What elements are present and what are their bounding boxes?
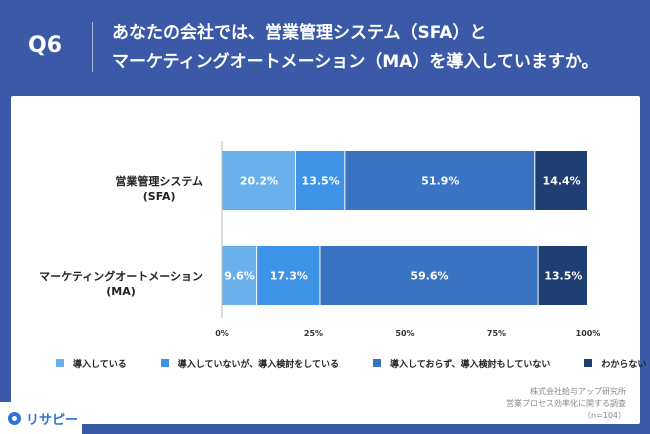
question-text: あなたの会社では、営業管理システム（SFA）と マーケティングオートメーション（…	[112, 19, 632, 77]
bar-segment-0-1	[295, 151, 345, 210]
stacked-bar-chart: 20.2% 13.5% 51.9% 14.4% 9.6% 17.3% 59.6% 13.5%	[221, 141, 587, 318]
bar-segment-1-3	[538, 246, 587, 305]
category-label-ma: マーケティングオートメーション (MA)	[39, 269, 203, 299]
x-tick-label: 0%	[215, 329, 229, 338]
logo-mark-icon	[8, 411, 21, 425]
logo-text: リサピー	[26, 412, 79, 428]
bar-segment-1-2	[320, 246, 538, 305]
legend-item-3: わからない	[584, 357, 646, 370]
source-line-2: 営業プロセス効率化に関する調査	[506, 399, 626, 408]
data-label-0-3: 14.4%	[543, 175, 581, 188]
bar-segment-1-1	[257, 246, 320, 305]
question-number: Q6	[28, 33, 63, 58]
legend-item-2: 導入しておらず、導入検討もしていない	[373, 357, 550, 370]
brand-logo: リサピー	[0, 402, 82, 434]
data-label-0-0: 20.2%	[240, 175, 278, 188]
legend: 導入している 導入していないが、導入検討をしている 導入しておらず、導入検討もしてい…	[56, 356, 650, 370]
bar-segment-0-0	[222, 151, 295, 210]
source-note: 株式会社給与アップ研究所 営業プロセス効率化に関する調査 （n=104）	[506, 386, 626, 422]
bar-segment-1-0	[222, 246, 257, 305]
category-label-sfa-line1: 営業管理システム	[115, 175, 203, 188]
legend-item-1: 導入していないが、導入検討をしている	[160, 357, 340, 370]
category-label-ma-line1: マーケティングオートメーション	[39, 270, 203, 283]
header: Q6 あなたの会社では、営業管理システム（SFA）と マーケティングオートメーシ…	[0, 0, 650, 94]
category-label-sfa: 営業管理システム (SFA)	[115, 174, 203, 204]
legend-swatch	[584, 359, 593, 367]
legend-label: 導入している	[73, 359, 127, 370]
data-label-1-1: 17.3%	[270, 270, 308, 283]
data-label-1-2: 59.6%	[410, 270, 448, 283]
legend-label: わからない	[601, 359, 647, 370]
legend-item-0: 導入している	[56, 357, 127, 370]
category-label-ma-line2: (MA)	[106, 285, 136, 298]
source-line-1: 株式会社給与アップ研究所	[530, 387, 626, 396]
x-tick-label: 75%	[486, 329, 507, 338]
legend-label: 導入していないが、導入検討をしている	[177, 359, 340, 370]
data-label-1-0: 9.6%	[224, 270, 255, 283]
question-line-1: あなたの会社では、営業管理システム（SFA）と	[112, 23, 487, 43]
legend-swatch	[56, 359, 64, 367]
x-tick-label: 100%	[575, 329, 601, 338]
bar-segment-0-3	[535, 151, 587, 210]
bar-segment-0-2	[345, 151, 535, 210]
x-tick-label: 25%	[303, 329, 324, 338]
data-label-1-3: 13.5%	[544, 270, 582, 283]
question-line-2: マーケティングオートメーション（MA）を導入していますか。	[112, 52, 599, 72]
header-divider	[92, 22, 93, 72]
x-tick-label: 50%	[395, 329, 415, 338]
category-label-sfa-line2: (SFA)	[142, 190, 176, 203]
data-label-0-2: 51.9%	[421, 175, 459, 188]
legend-label: 導入しておらず、導入検討もしていない	[390, 359, 551, 370]
chart-panel: 営業管理システム (SFA) マーケティングオートメーション (MA) 20.2…	[11, 96, 646, 424]
legend-swatch	[373, 359, 382, 367]
data-label-0-1: 13.5%	[302, 175, 340, 188]
legend-swatch	[160, 359, 169, 367]
source-line-3: （n=104）	[582, 411, 626, 420]
